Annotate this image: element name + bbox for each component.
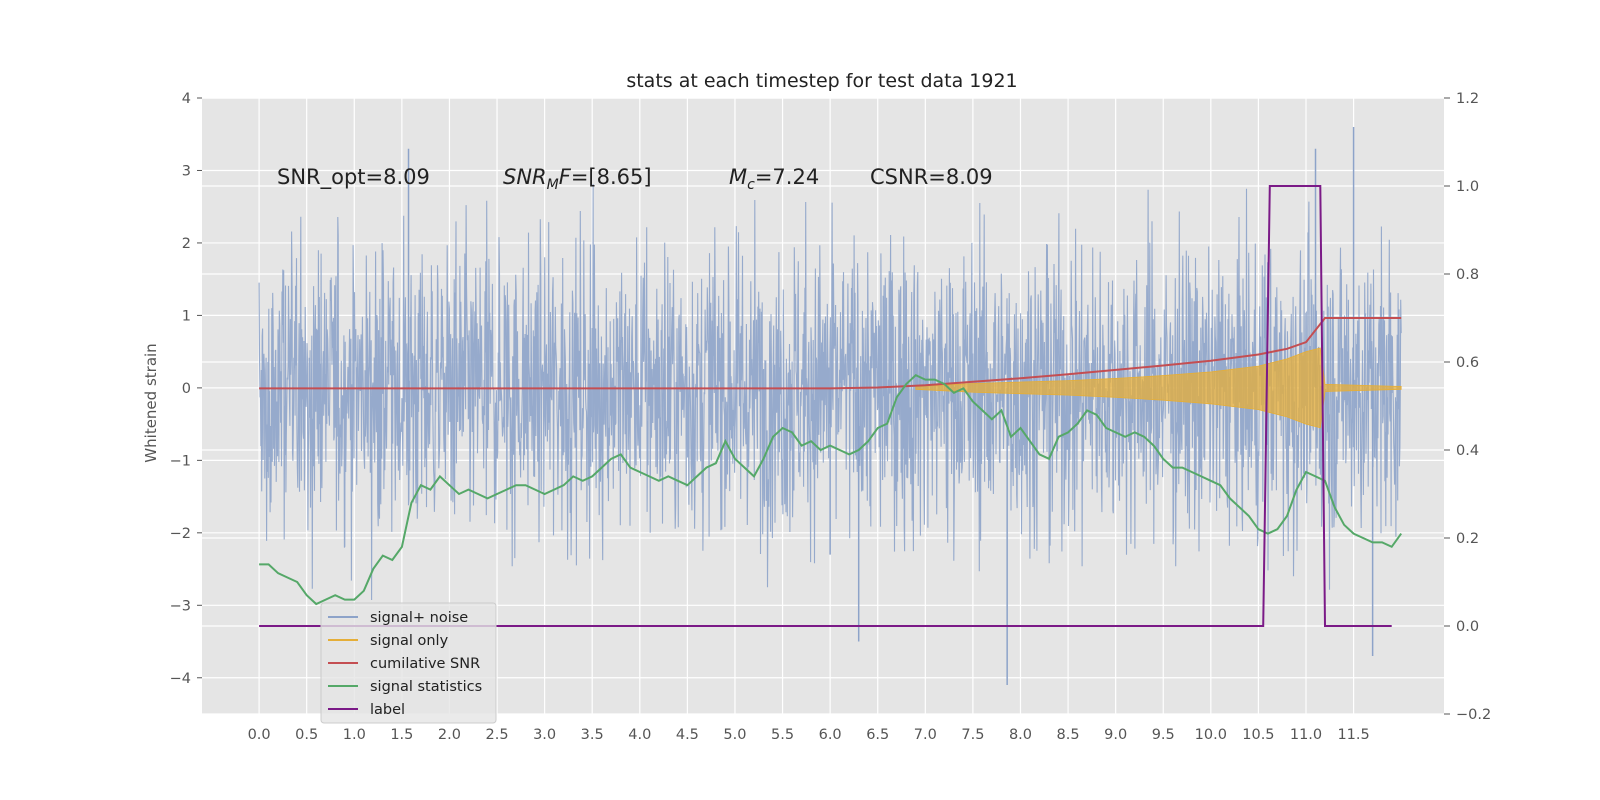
y-tick-label: 0 [182,381,191,397]
y2-tick-layer: −0.2 0.0 0.2 0.4 0.6 0.8 1.0 1.2 [1444,91,1491,723]
x-tick-label: 7.0 [914,727,937,743]
annotation-snr-opt: SNR_opt=8.09 [277,165,430,190]
legend-label: signal only [370,633,449,649]
y-tick-label: −3 [170,598,191,614]
signal-only-layer [915,347,1402,429]
y2-tick-label: 0.8 [1456,267,1479,283]
x-tick-label: 11.5 [1337,727,1369,743]
x-tick-label: 10.5 [1242,727,1274,743]
legend-box [320,602,497,724]
y-tick-label: −2 [170,526,191,542]
x-tick-label: 9.5 [1152,727,1175,743]
annotation-snr-mf-value: =[8.65] [571,165,652,189]
x-tick-label: 3.0 [533,727,556,743]
y-tick-label: 1 [182,308,191,324]
y-tick-layer: −4 −3 −2 −1 0 1 2 3 4 [170,91,202,687]
x-tick-label: 1.5 [390,727,413,743]
y2-tick-label: 0.0 [1456,619,1479,635]
annotation-mc-value: =7.24 [755,165,819,189]
y-tick-label: 4 [182,91,191,107]
x-tick-label: 11.0 [1290,727,1322,743]
y2-tick-label: −0.2 [1456,707,1491,723]
x-tick-label: 2.0 [438,727,461,743]
annotation-csnr: CSNR=8.09 [870,165,993,189]
legend: signal+ noise signal only cumilative SNR si… [320,602,497,724]
series-layer [259,185,1403,627]
x-tick-label: 0.5 [295,727,318,743]
chart-title: stats at each timestep for test data 192… [626,70,1017,92]
x-tick-label: 1.0 [343,727,366,743]
y-tick-label: −1 [170,453,191,469]
x-tick-label: 5.0 [723,727,746,743]
x-tick-label: 10.0 [1195,727,1227,743]
x-tick-label: 4.5 [676,727,699,743]
x-tick-label: 6.5 [866,727,889,743]
signal-only-area [915,347,1402,429]
x-tick-label: 2.5 [486,727,509,743]
series-line-cumilative-snr [259,317,1402,390]
x-tick-label: 3.5 [581,727,604,743]
x-tick-label: 4.0 [628,727,651,743]
x-tick-label: 8.0 [1009,727,1032,743]
y2-tick-label: 0.2 [1456,531,1479,547]
x-tick-layer: 0.0 0.5 1.0 1.5 2.0 2.5 3.0 3.5 4.0 4.5 5.0 5.5 6.0 6… [248,727,1370,743]
annotation-snr-mf: SNRMF=[8.65] [503,165,652,193]
legend-label: signal+ noise [370,610,468,626]
x-tick-label: 8.5 [1057,727,1080,743]
y2-tick-label: 0.6 [1456,355,1479,371]
x-tick-label: 0.0 [248,727,271,743]
y2-tick-label: 1.2 [1456,91,1479,107]
x-tick-label: 5.5 [771,727,794,743]
y-tick-label: 2 [182,236,191,252]
annotation-mc: Mc=7.24 [729,165,819,193]
series-line-signal-statistics [259,374,1403,606]
legend-label: signal statistics [370,679,482,695]
y2-tick-label: 0.4 [1456,443,1479,459]
y-tick-label: −4 [170,671,191,687]
y2-tick-label: 1.0 [1456,179,1479,195]
legend-label: label [370,702,405,718]
legend-label: cumilative SNR [370,656,480,672]
x-tick-label: 6.0 [819,727,842,743]
x-tick-label: 9.0 [1104,727,1127,743]
y-tick-label: 3 [182,163,191,179]
y-axis-label: Whitened strain [142,343,160,462]
x-tick-label: 7.5 [961,727,984,743]
series-line-label [259,185,1392,627]
